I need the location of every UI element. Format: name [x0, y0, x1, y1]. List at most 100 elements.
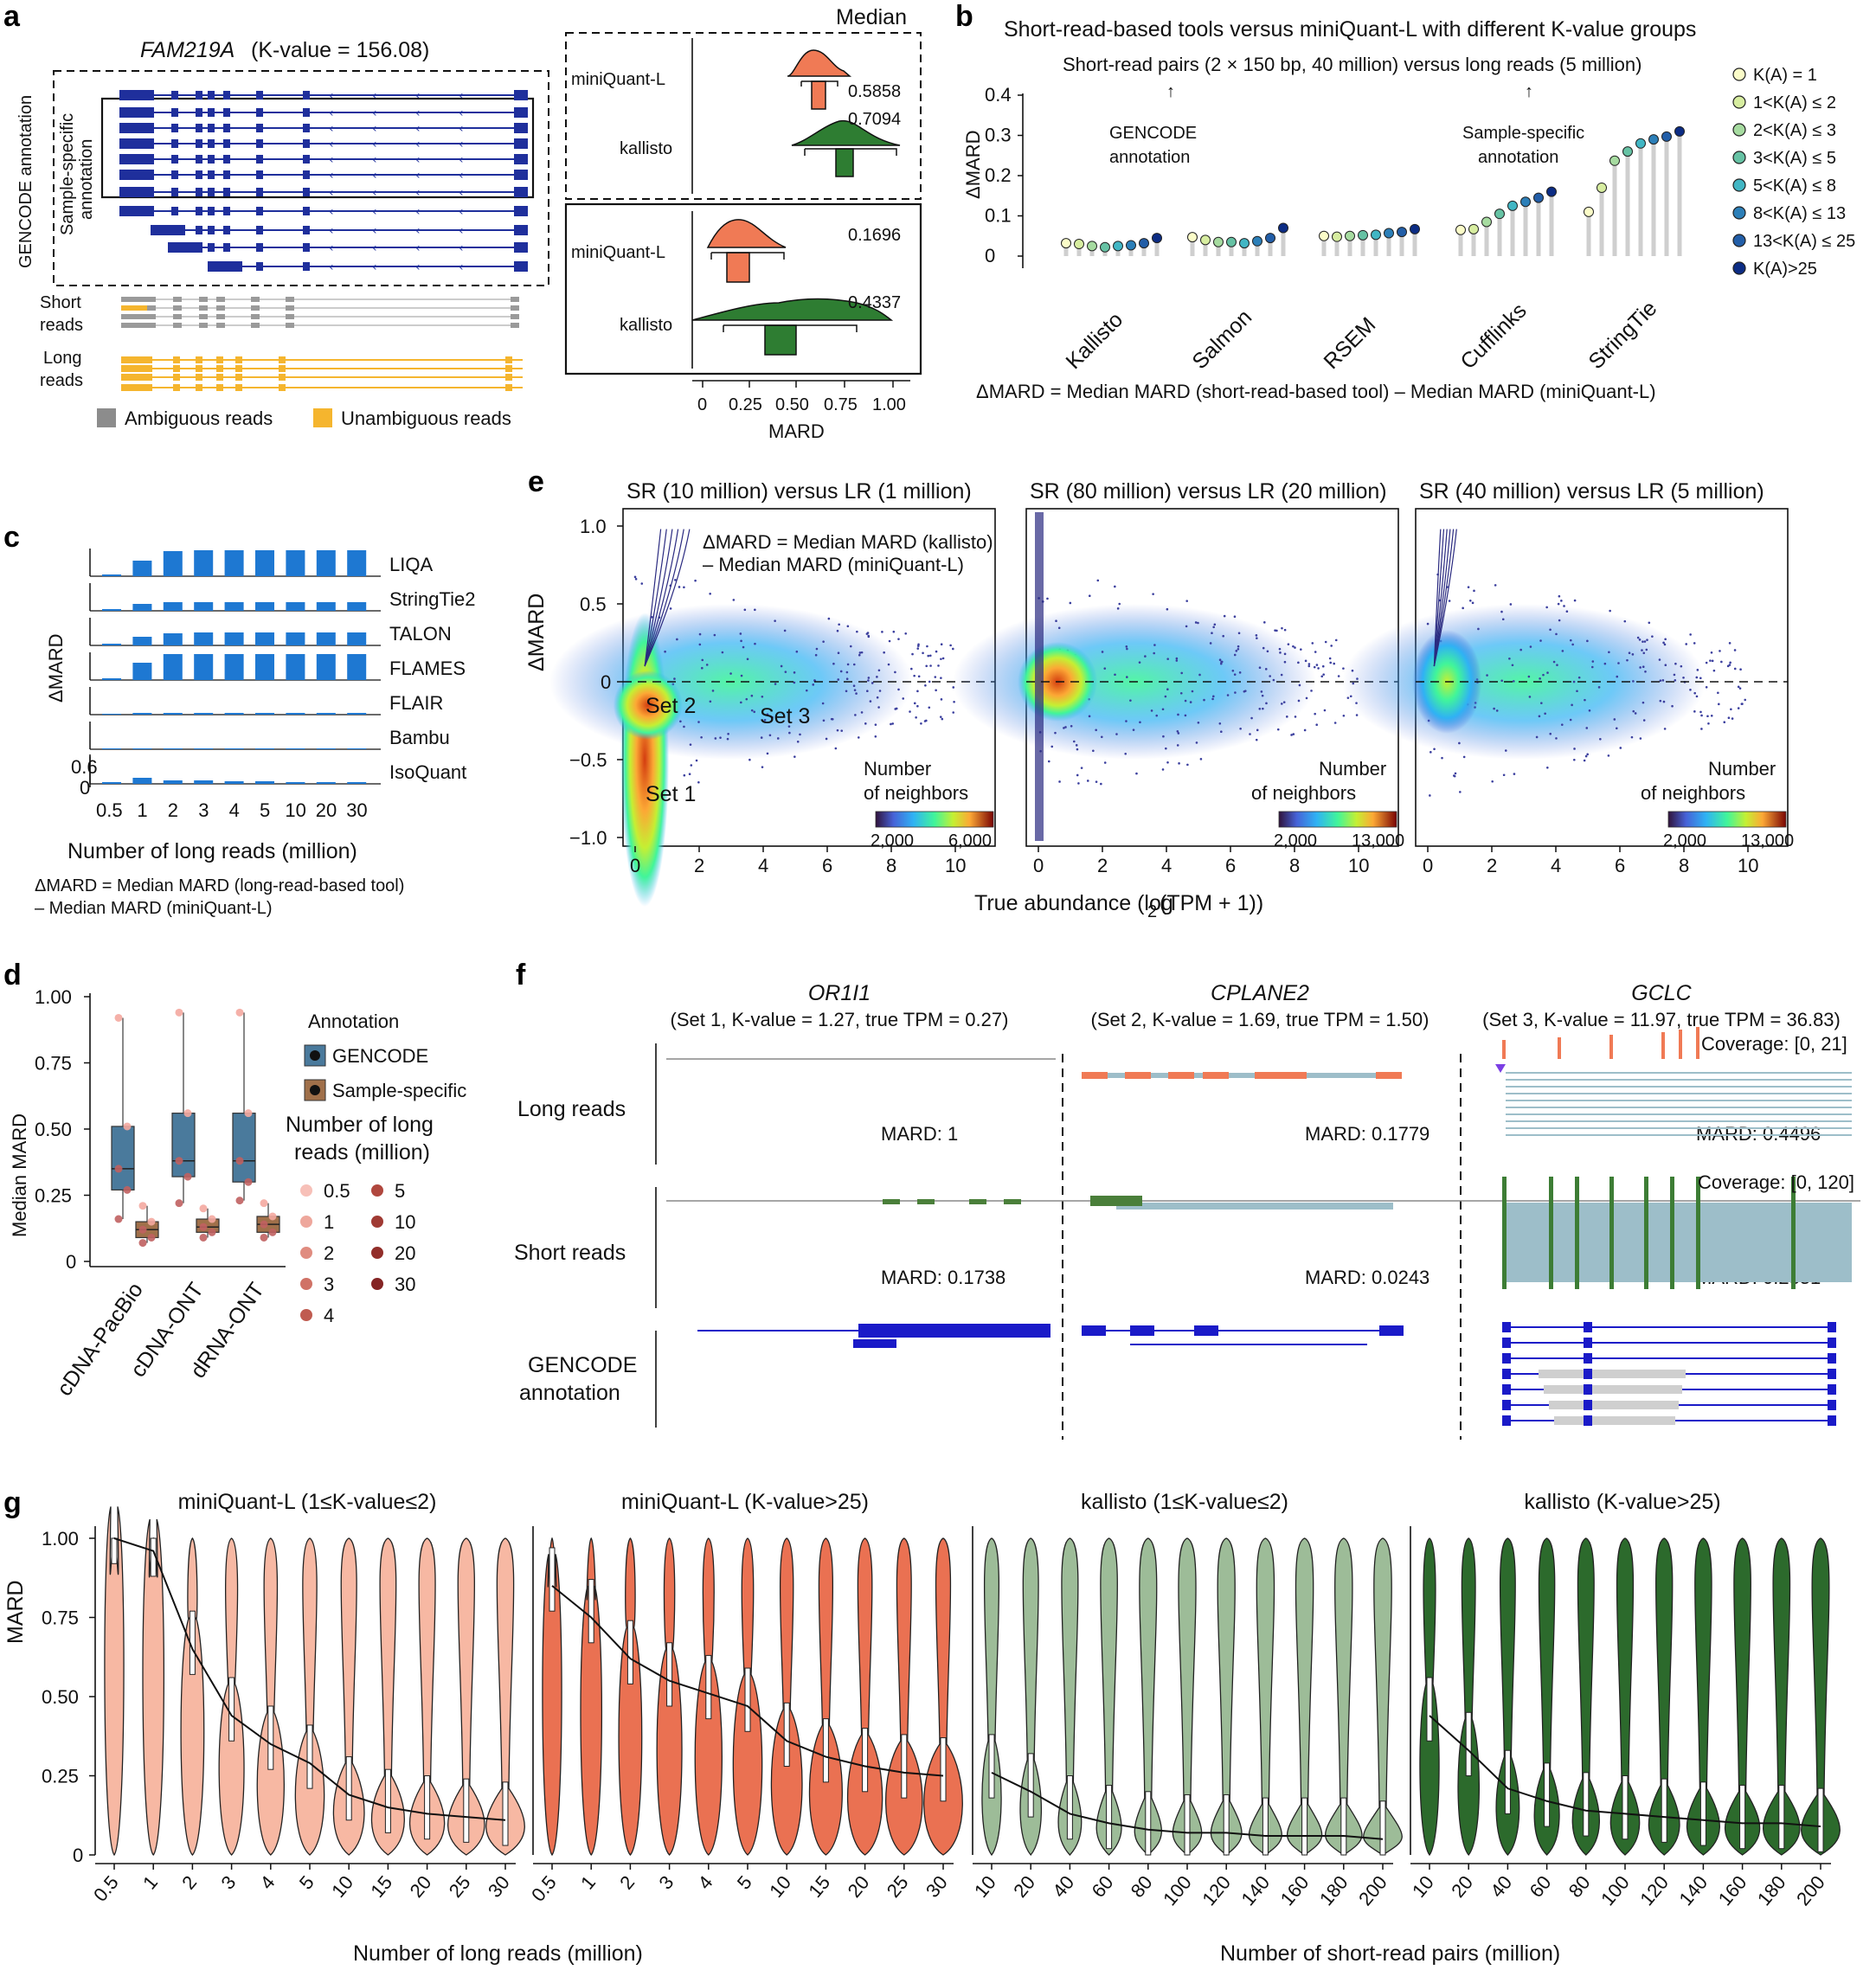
e-scatter-point: [761, 766, 764, 768]
e-scatter-point: [953, 700, 955, 703]
e-y-tick-label: −1.0: [569, 827, 607, 849]
g-x-tick-label: 140: [1674, 1871, 1712, 1909]
e-scatter-point: [1177, 732, 1180, 735]
e-scatter-point: [1212, 695, 1215, 698]
e-scatter-point: [1641, 649, 1643, 651]
e-scatter-point: [952, 647, 954, 651]
b-lollipop-point: [1455, 224, 1466, 235]
g-violin: [1457, 1537, 1481, 1857]
transcript-strand-arrow: ‹: [415, 153, 421, 167]
d-size-legend: 0.5 1 2 3 4 5 10 20 30: [300, 1180, 415, 1326]
transcript-exon-last: [514, 261, 528, 272]
e-scatter-point: [683, 586, 685, 589]
f-short-coverage-bar: [1644, 1177, 1648, 1289]
e-scatter-point: [1573, 599, 1577, 602]
legend-ambiguous-text: Ambiguous reads: [125, 407, 273, 429]
e-scatter-point: [1448, 600, 1451, 602]
b-legend-label: K(A) = 1: [1753, 66, 1817, 85]
transcript-strand-arrow: ‹: [459, 205, 464, 219]
e-scatter-point: [746, 658, 749, 661]
e-scatter-point: [1239, 727, 1242, 730]
e-cbar-title-2: of neighbors: [1251, 782, 1356, 804]
panel-label-b: b: [955, 0, 973, 33]
e-scatter-point: [849, 645, 852, 648]
raincloud-x-ticks: 0 0.25 0.50 0.75 1.00: [697, 381, 906, 414]
f-row-long: Long reads: [517, 1097, 626, 1121]
g-violin: [1648, 1537, 1680, 1856]
g-x-tick-label: 1: [138, 1871, 162, 1893]
c-series-label: LIQA: [389, 554, 433, 575]
e-curve: [644, 529, 667, 667]
e-x-tick-label: 0: [630, 855, 640, 876]
e-scatter-point: [1303, 728, 1307, 732]
long-read-block: [505, 365, 512, 372]
d-size-marker: [300, 1247, 312, 1259]
e-scatter-point: [825, 737, 828, 741]
e-scatter-point: [838, 623, 840, 626]
e-scatter-point: [1674, 679, 1677, 682]
e-scatter-point: [1095, 728, 1097, 732]
d-point: [183, 1109, 192, 1118]
b-x-label: Salmon: [1187, 305, 1256, 375]
transcript-exon: [196, 139, 202, 148]
e-scatter-point: [1231, 669, 1235, 672]
e-scatter-point: [763, 718, 767, 722]
e-scatter-point: [927, 654, 930, 658]
e-scatter-point: [1124, 752, 1128, 755]
g-x-tick-label: 4: [694, 1871, 717, 1893]
e-x-tick-label: 6: [822, 855, 832, 876]
f-gene-exon: [1379, 1325, 1404, 1336]
e-scatter-point: [1623, 619, 1627, 623]
f-gene-exon: [1194, 1325, 1218, 1336]
e-scatter-point: [1272, 678, 1275, 682]
e-scatter-point: [1175, 657, 1179, 660]
e-scatter-point: [1334, 638, 1338, 642]
e-scatter-point: [768, 734, 772, 737]
f-tracks: MARD: 1 MARD: 0.1738 MARD: 0.1779 MARD: 0.0…: [666, 1027, 1860, 1426]
g-x-tick-label: 10: [1408, 1871, 1438, 1902]
e-scatter-point: [1710, 651, 1713, 654]
panel-label-d: d: [3, 959, 22, 991]
e-scatter-point: [1166, 688, 1169, 691]
gencode-box: [53, 70, 549, 286]
e-scatter-point: [881, 631, 883, 633]
e-scatter-point: [904, 632, 908, 635]
e-scatter-point: [1179, 691, 1183, 695]
f-gene-exon: [1828, 1322, 1836, 1332]
e-scatter-point: [910, 667, 913, 671]
d-point: [175, 1157, 183, 1165]
e-scatter-point: [939, 715, 942, 718]
g-violin: [580, 1537, 603, 1857]
b-lollipop-point: [1481, 216, 1492, 228]
g-violin-box: [1465, 1711, 1472, 1777]
b-lollipop-point: [1200, 234, 1211, 246]
short-read-block: [286, 305, 294, 311]
g-violin-box: [1262, 1797, 1269, 1856]
e-scatter-point: [676, 638, 678, 641]
e-scatter-point: [1512, 680, 1515, 683]
g-trend-line: [551, 1585, 944, 1777]
f-gene-utr: [1554, 1416, 1675, 1425]
b-annot-gencode-1: GENCODE: [1109, 124, 1197, 143]
e-scatter-point: [796, 740, 800, 743]
e-scatter-point: [1630, 735, 1634, 739]
long-read-block: [121, 365, 152, 372]
e-subplot-title: SR (40 million) versus LR (5 million): [1419, 479, 1764, 504]
e-set-3: Set 3: [760, 704, 810, 728]
e-x-tick-label: 8: [1679, 855, 1689, 876]
e-scatter-point: [1125, 720, 1128, 722]
short-read-block: [147, 314, 156, 319]
g-violin-box: [988, 1734, 995, 1799]
e-scatter-point: [1300, 648, 1302, 651]
g-x-tick-label: 15: [366, 1871, 396, 1902]
e-scatter-point: [894, 671, 896, 674]
b-x-labels: Kallisto Salmon RSEM Cufflinks StringTie: [1061, 296, 1661, 374]
long-reads-label-2: reads: [40, 371, 83, 390]
e-vertical-band: [1035, 512, 1044, 841]
b-y-ticks: 0 0.1 0.2 0.3 0.4: [985, 84, 1023, 266]
e-scatter-point: [1700, 714, 1703, 717]
c-bar: [347, 748, 367, 749]
rc-top-label-k: kallisto: [620, 139, 672, 158]
f-gene-exon: [1502, 1338, 1511, 1348]
long-read-block: [173, 365, 180, 372]
